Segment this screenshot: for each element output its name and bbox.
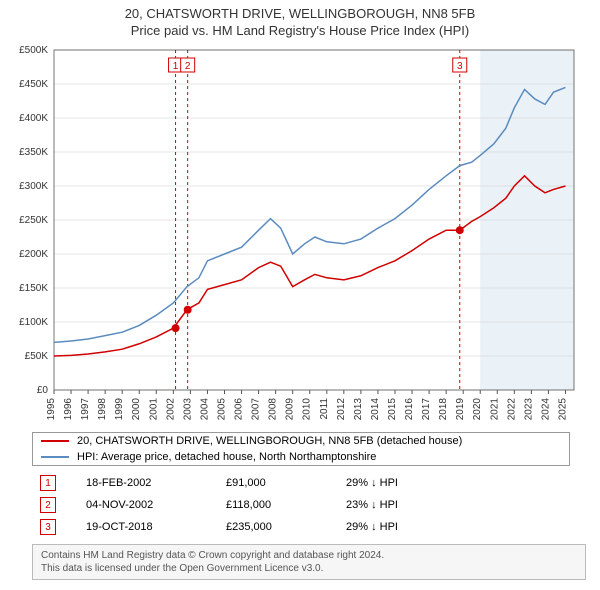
x-tick-label: 2014 <box>370 398 381 421</box>
titles: 20, CHATSWORTH DRIVE, WELLINGBOROUGH, NN… <box>0 0 600 38</box>
x-tick-label: 1999 <box>114 398 125 421</box>
event-marker: 2 <box>40 497 56 513</box>
legend-swatch <box>41 456 69 458</box>
legend-label: HPI: Average price, detached house, Nort… <box>77 451 376 463</box>
event-delta: 23% ↓ HPI <box>346 499 466 511</box>
attribution-footer: Contains HM Land Registry data © Crown c… <box>32 544 586 580</box>
x-tick-label: 2021 <box>489 398 500 421</box>
chart-container: 20, CHATSWORTH DRIVE, WELLINGBOROUGH, NN… <box>0 0 600 590</box>
event-date: 04-NOV-2002 <box>86 499 226 511</box>
y-tick-label: £150K <box>19 283 48 294</box>
y-tick-label: £200K <box>19 249 48 260</box>
footer-line1: Contains HM Land Registry data © Crown c… <box>41 549 577 562</box>
x-tick-label: 2010 <box>302 398 313 421</box>
x-tick-label: 2008 <box>268 398 279 421</box>
footer-line2: This data is licensed under the Open Gov… <box>41 562 577 575</box>
event-date: 19-OCT-2018 <box>86 521 226 533</box>
x-tick-label: 2022 <box>506 398 517 421</box>
event-row: 3 19-OCT-2018£235,00029% ↓ HPI <box>32 516 568 538</box>
event-delta: 29% ↓ HPI <box>346 477 466 489</box>
y-tick-label: £100K <box>19 317 48 328</box>
x-tick-label: 2011 <box>319 398 330 420</box>
price-chart: £0 £50K £100K £150K £200K £250K £300K £350K £400… <box>0 40 600 440</box>
y-tick-label: £300K <box>19 181 48 192</box>
x-tick-label: 2012 <box>336 398 347 421</box>
event-point <box>172 324 180 332</box>
event-point <box>184 306 192 314</box>
event-marker: 3 <box>40 519 56 535</box>
event-price: £235,000 <box>226 521 346 533</box>
event-delta: 29% ↓ HPI <box>346 521 466 533</box>
y-tick-label: £350K <box>19 147 48 158</box>
legend-label: 20, CHATSWORTH DRIVE, WELLINGBOROUGH, NN… <box>77 435 462 447</box>
event-point <box>456 226 464 234</box>
x-tick-label: 2013 <box>353 398 364 421</box>
x-tick-label: 2020 <box>472 398 483 421</box>
x-tick-label: 2005 <box>216 398 227 421</box>
x-tick-label: 2004 <box>199 398 210 421</box>
x-tick-label: 2017 <box>421 398 432 421</box>
x-tick-label: 1995 <box>46 398 57 421</box>
event-marker: 1 <box>40 475 56 491</box>
x-tick-label: 1998 <box>97 398 108 421</box>
event-price: £91,000 <box>226 477 346 489</box>
y-tick-label: £450K <box>19 79 48 90</box>
x-tick-label: 2003 <box>182 398 193 421</box>
x-tick-label: 2006 <box>234 398 245 421</box>
legend-swatch <box>41 440 69 442</box>
event-row: 1 18-FEB-2002£91,00029% ↓ HPI <box>32 472 568 494</box>
event-row: 2 04-NOV-2002£118,00023% ↓ HPI <box>32 494 568 516</box>
x-tick-label: 2015 <box>387 398 398 421</box>
x-tick-label: 1996 <box>63 398 74 421</box>
x-tick-label: 2001 <box>148 398 159 421</box>
x-tick-label: 2018 <box>438 398 449 421</box>
event-marker-label: 1 <box>173 61 179 72</box>
event-marker-label: 3 <box>457 61 463 72</box>
y-tick-label: £400K <box>19 113 48 124</box>
y-tick-label: £500K <box>19 45 48 56</box>
x-tick-label: 2016 <box>404 398 415 421</box>
title-line1: 20, CHATSWORTH DRIVE, WELLINGBOROUGH, NN… <box>0 6 600 21</box>
legend: 20, CHATSWORTH DRIVE, WELLINGBOROUGH, NN… <box>32 432 570 466</box>
title-line2: Price paid vs. HM Land Registry's House … <box>0 23 600 38</box>
legend-row: HPI: Average price, detached house, Nort… <box>33 449 569 465</box>
event-list: 118-FEB-2002£91,00029% ↓ HPI204-NOV-2002… <box>32 472 568 538</box>
event-marker-label: 2 <box>185 61 191 72</box>
x-tick-label: 2007 <box>251 398 262 421</box>
x-tick-label: 2023 <box>523 398 534 421</box>
y-tick-label: £50K <box>25 351 49 362</box>
x-tick-label: 2019 <box>455 398 466 421</box>
event-date: 18-FEB-2002 <box>86 477 226 489</box>
x-tick-label: 1997 <box>80 398 91 421</box>
y-tick-label: £0 <box>37 385 49 396</box>
x-tick-label: 2024 <box>540 398 551 421</box>
event-price: £118,000 <box>226 499 346 511</box>
x-tick-label: 2025 <box>557 398 568 421</box>
y-tick-label: £250K <box>19 215 48 226</box>
x-tick-label: 2002 <box>165 398 176 421</box>
x-tick-label: 2009 <box>285 398 296 421</box>
x-tick-label: 2000 <box>131 398 142 421</box>
legend-row: 20, CHATSWORTH DRIVE, WELLINGBOROUGH, NN… <box>33 433 569 449</box>
